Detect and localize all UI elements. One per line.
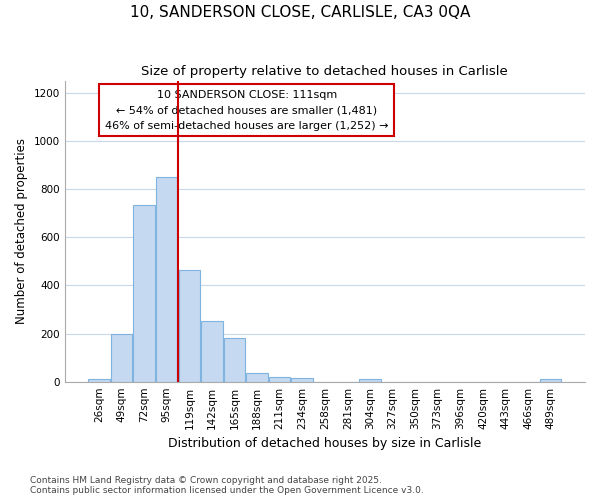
- X-axis label: Distribution of detached houses by size in Carlisle: Distribution of detached houses by size …: [168, 437, 481, 450]
- Bar: [202, 322, 223, 382]
- Bar: [88, 380, 110, 382]
- Bar: [269, 377, 290, 382]
- Bar: [540, 380, 562, 382]
- Title: Size of property relative to detached houses in Carlisle: Size of property relative to detached ho…: [142, 65, 508, 78]
- Bar: [179, 270, 200, 382]
- Bar: [111, 334, 132, 382]
- Text: 10, SANDERSON CLOSE, CARLISLE, CA3 0QA: 10, SANDERSON CLOSE, CARLISLE, CA3 0QA: [130, 5, 470, 20]
- Bar: [224, 338, 245, 382]
- Bar: [359, 380, 381, 382]
- Bar: [247, 373, 268, 382]
- Bar: [155, 177, 177, 382]
- Bar: [133, 204, 155, 382]
- Text: Contains HM Land Registry data © Crown copyright and database right 2025.
Contai: Contains HM Land Registry data © Crown c…: [30, 476, 424, 495]
- Bar: [291, 378, 313, 382]
- Text: 10 SANDERSON CLOSE: 111sqm
← 54% of detached houses are smaller (1,481)
46% of s: 10 SANDERSON CLOSE: 111sqm ← 54% of deta…: [105, 90, 389, 131]
- Y-axis label: Number of detached properties: Number of detached properties: [15, 138, 28, 324]
